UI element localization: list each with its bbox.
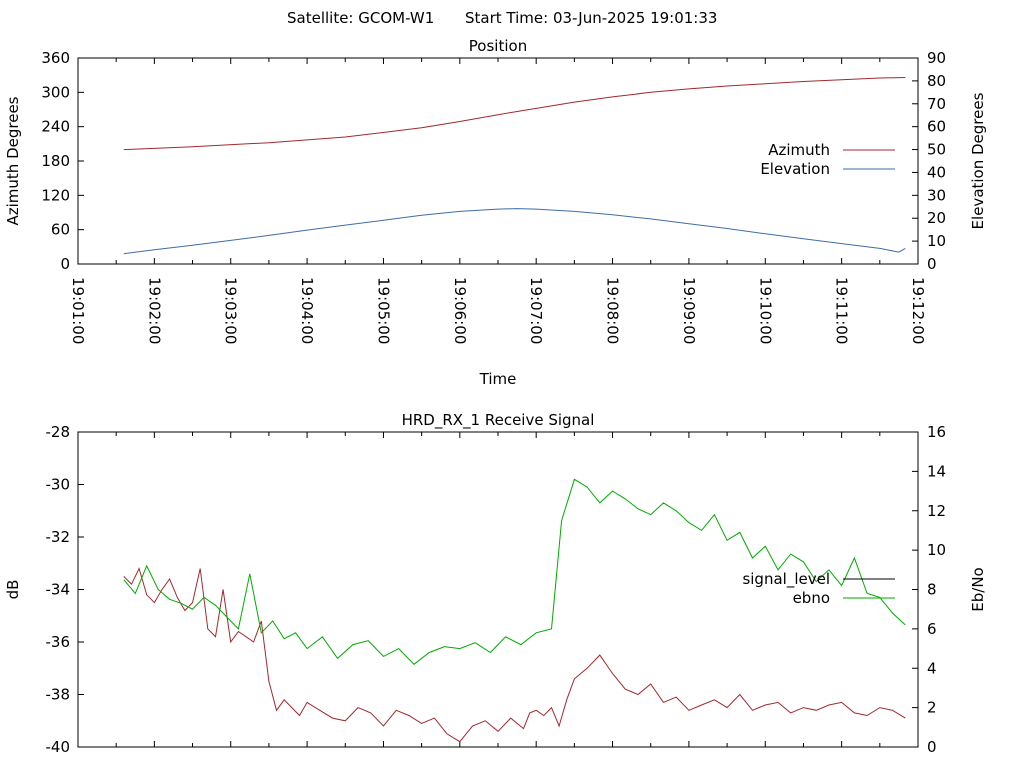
y-tick-label: -34 — [46, 581, 71, 599]
x-tick-label: 19:08:00 — [604, 277, 622, 344]
x-tick-label: 19:02:00 — [145, 277, 163, 344]
series-line-signal-level — [123, 567, 906, 743]
y2-tick-label: 70 — [927, 95, 946, 113]
y-tick-label: 120 — [41, 186, 70, 204]
y2-tick-label: 80 — [927, 72, 946, 90]
x-tick-label: 19:12:00 — [909, 277, 927, 344]
y2-tick-label: 90 — [927, 49, 946, 67]
y2-tick-label: 0 — [927, 255, 937, 273]
y-tick-label: -28 — [46, 423, 71, 441]
legend-label: signal_level — [742, 570, 830, 589]
chart-title: HRD_RX_1 Receive Signal — [402, 411, 595, 430]
y-tick-label: -30 — [46, 476, 71, 494]
y2-tick-label: 2 — [927, 699, 937, 717]
chart-title: Position — [469, 37, 527, 55]
y-axis-label: Azimuth Degrees — [4, 96, 22, 225]
y-axis-label: dB — [4, 580, 22, 600]
y2-tick-label: 4 — [927, 659, 937, 677]
y-tick-label: 180 — [41, 152, 70, 170]
header-satellite: Satellite: GCOM-W1 — [287, 9, 434, 27]
y2-tick-label: 60 — [927, 118, 946, 136]
y2-axis-label: Eb/No — [969, 567, 987, 611]
y2-tick-label: 12 — [927, 502, 946, 520]
y-tick-label: 360 — [41, 49, 70, 67]
y-tick-label: 240 — [41, 118, 70, 136]
x-tick-label: 19:09:00 — [680, 277, 698, 344]
x-tick-label: 19:04:00 — [298, 277, 316, 344]
y-tick-label: 0 — [60, 255, 70, 273]
y-tick-label: -32 — [46, 528, 71, 546]
series-line-elevation — [123, 208, 906, 255]
x-tick-label: 19:01:00 — [69, 277, 87, 344]
y2-tick-label: 20 — [927, 209, 946, 227]
y2-tick-label: 14 — [927, 462, 946, 480]
y2-tick-label: 16 — [927, 423, 946, 441]
x-tick-label: 19:05:00 — [374, 277, 392, 344]
y-tick-label: -36 — [46, 633, 71, 651]
y2-axis-label: Elevation Degrees — [969, 92, 987, 229]
legend-label: ebno — [793, 589, 830, 607]
series-line-azimuth — [123, 77, 906, 151]
y2-tick-label: 50 — [927, 141, 946, 159]
y2-tick-label: 30 — [927, 186, 946, 204]
x-tick-label: 19:07:00 — [527, 277, 545, 344]
x-tick-label: 19:11:00 — [833, 277, 851, 344]
signal-chart: HRD_RX_1 Receive Signal -40 -38 -36 -34 -32 -3… — [4, 411, 987, 756]
y2-tick-label: 0 — [927, 738, 937, 756]
y2-tick-label: 8 — [927, 581, 937, 599]
y2-tick-label: 10 — [927, 232, 946, 250]
y2-tick-label: 10 — [927, 541, 946, 559]
x-axis-label: Time — [479, 370, 517, 388]
y-tick-label: -38 — [46, 686, 71, 704]
y-tick-label: 60 — [51, 221, 70, 239]
header-start-time: Start Time: 03-Jun-2025 19:01:33 — [465, 9, 717, 27]
position-chart: Position 19:01:00 19:02:00 19:03:00 19:04:00… — [4, 37, 987, 388]
y-tick-label: 300 — [41, 83, 70, 101]
x-tick-label: 19:10:00 — [756, 277, 774, 344]
series-line-ebno — [123, 478, 906, 665]
y2-tick-label: 40 — [927, 163, 946, 181]
x-tick-label: 19:06:00 — [451, 277, 469, 344]
x-tick-label: 19:03:00 — [222, 277, 240, 344]
legend-label: Azimuth — [768, 141, 830, 159]
y2-tick-label: 6 — [927, 620, 937, 638]
y-tick-label: -40 — [46, 738, 71, 756]
legend-label: Elevation — [760, 160, 830, 178]
